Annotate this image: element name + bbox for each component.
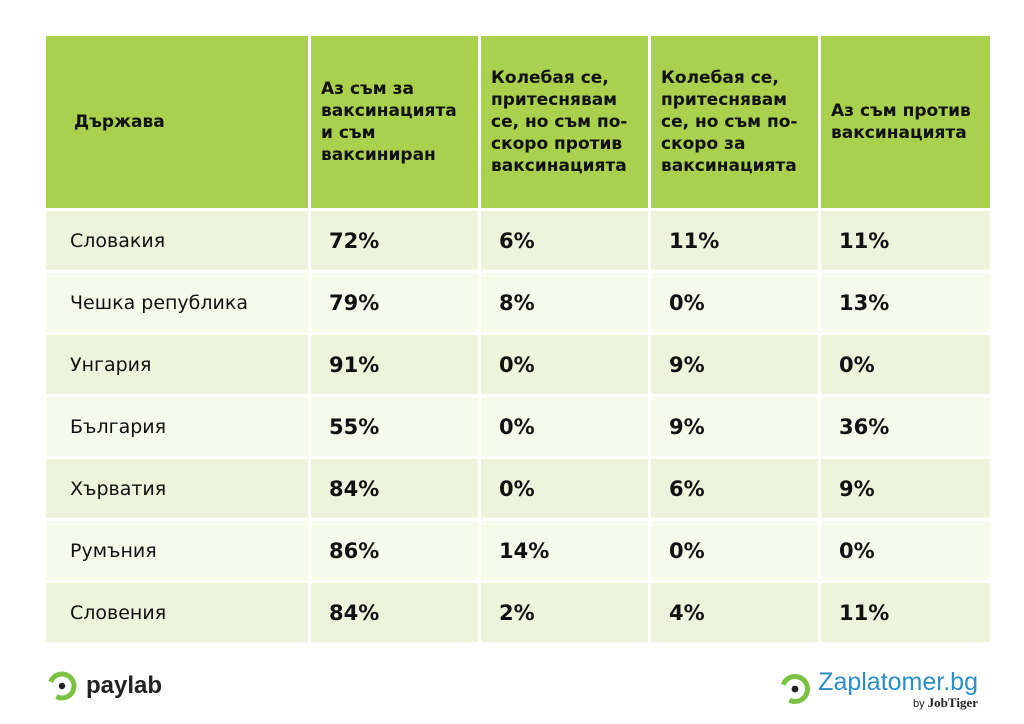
table-row: Хърватия 84% 0% 6% 9% <box>46 459 990 518</box>
table-row: Словакия 72% 6% 11% 11% <box>46 211 990 270</box>
column-header-3: Колебая се, притеснявам се, но съм по-ск… <box>651 36 818 208</box>
percentage-cell: 84% <box>311 583 478 642</box>
percentage-cell: 0% <box>481 459 648 518</box>
table-row: Унгария 91% 0% 9% 0% <box>46 335 990 394</box>
table-row: Румъния 86% 14% 0% 0% <box>46 521 990 580</box>
percentage-cell: 0% <box>821 335 990 394</box>
percentage-cell: 84% <box>311 459 478 518</box>
country-cell: Словакия <box>46 211 308 270</box>
column-header-2: Колебая се, притеснявам се, но съм по-ск… <box>481 36 648 208</box>
percentage-cell: 72% <box>311 211 478 270</box>
column-header-1: Аз съм за ваксинацията и съм ваксиниран <box>311 36 478 208</box>
percentage-cell: 91% <box>311 335 478 394</box>
percentage-cell: 0% <box>651 273 818 332</box>
percentage-cell: 8% <box>481 273 648 332</box>
country-cell: Румъния <box>46 521 308 580</box>
percentage-cell: 11% <box>821 211 990 270</box>
country-cell: Унгария <box>46 335 308 394</box>
zaplatomer-logo: Zaplatomer.bg by JobTiger <box>778 664 978 714</box>
country-cell: Хърватия <box>46 459 308 518</box>
survey-table: Държава Аз съм за ваксинацията и съм вакс… <box>43 33 993 645</box>
table-row: Словения 84% 2% 4% 11% <box>46 583 990 642</box>
percentage-cell: 4% <box>651 583 818 642</box>
percentage-cell: 9% <box>651 397 818 456</box>
percentage-cell: 11% <box>821 583 990 642</box>
zaplatomer-logo-text: Zaplatomer.bg <box>818 667 978 696</box>
percentage-cell: 0% <box>821 521 990 580</box>
percentage-cell: 2% <box>481 583 648 642</box>
percentage-cell: 0% <box>651 521 818 580</box>
zaplatomer-ring-icon <box>778 672 812 706</box>
percentage-cell: 9% <box>821 459 990 518</box>
percentage-cell: 6% <box>651 459 818 518</box>
percentage-cell: 36% <box>821 397 990 456</box>
country-cell: Чешка република <box>46 273 308 332</box>
paylab-logo: paylab <box>46 666 162 706</box>
byline-brand: JobTiger <box>927 694 978 710</box>
country-cell: България <box>46 397 308 456</box>
paylab-ring-icon <box>46 670 78 702</box>
percentage-cell: 9% <box>651 335 818 394</box>
percentage-cell: 0% <box>481 397 648 456</box>
table-header-row: Държава Аз съм за ваксинацията и съм вакс… <box>46 36 990 208</box>
percentage-cell: 79% <box>311 273 478 332</box>
survey-table-container: Държава Аз съм за ваксинацията и съм вакс… <box>46 36 990 646</box>
percentage-cell: 11% <box>651 211 818 270</box>
percentage-cell: 13% <box>821 273 990 332</box>
jobtiger-byline: by JobTiger <box>912 694 978 711</box>
percentage-cell: 55% <box>311 397 478 456</box>
country-cell: Словения <box>46 583 308 642</box>
byline-prefix: by <box>912 697 925 710</box>
paylab-logo-text: paylab <box>86 672 163 699</box>
percentage-cell: 86% <box>311 521 478 580</box>
percentage-cell: 14% <box>481 521 648 580</box>
column-header-4: Аз съм против ваксинацията <box>821 36 990 208</box>
percentage-cell: 0% <box>481 335 648 394</box>
percentage-cell: 6% <box>481 211 648 270</box>
table-row: България 55% 0% 9% 36% <box>46 397 990 456</box>
column-header-0: Държава <box>46 36 308 208</box>
table-row: Чешка република 79% 8% 0% 13% <box>46 273 990 332</box>
